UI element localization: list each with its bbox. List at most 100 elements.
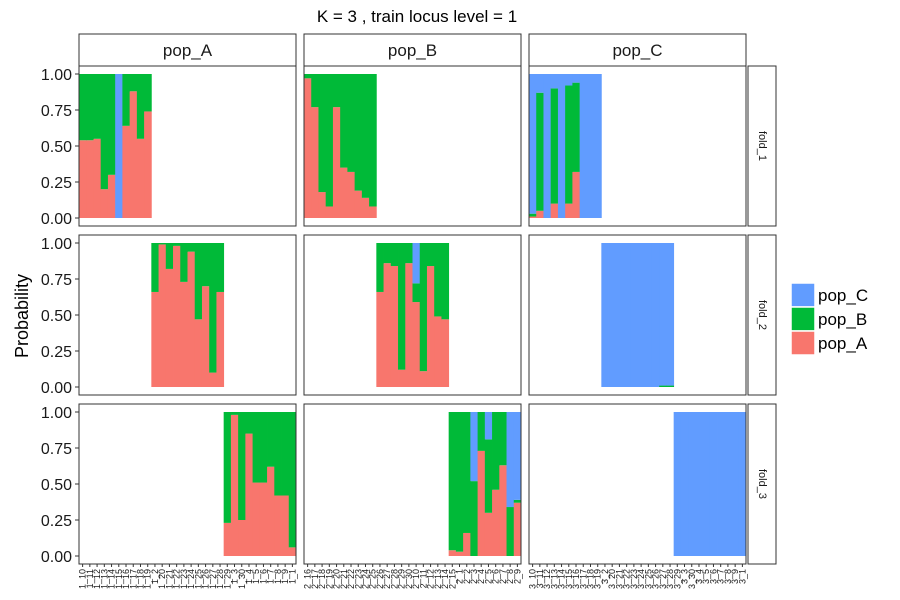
x-tick-label: 3_17 xyxy=(578,569,588,589)
bar-segment-pop_A xyxy=(194,319,203,387)
bar-segment-pop_A xyxy=(340,167,348,218)
bar-segment-pop_C xyxy=(557,74,566,218)
bar-segment-pop_B xyxy=(434,243,442,317)
row-strip-fold_2: fold_2 xyxy=(747,234,777,396)
bar-segment-pop_B xyxy=(144,74,152,112)
bar-segment-pop_A xyxy=(311,107,319,218)
x-tick-label: 3_14 xyxy=(557,569,567,589)
bar-segment-pop_B xyxy=(173,243,181,246)
x-tick-label: 1_14 xyxy=(107,569,117,589)
row-strip-label: fold_3 xyxy=(756,469,768,499)
x-tick-label: 1_2 xyxy=(150,569,160,584)
panel-border xyxy=(303,65,522,227)
bar-segment-pop_C xyxy=(513,412,522,500)
x-tick-label: 1_18 xyxy=(135,569,145,589)
x-tick-label: 2_19 xyxy=(324,569,334,589)
bar-segment-pop_B xyxy=(499,412,507,466)
bar-segment-pop_C xyxy=(680,412,689,556)
x-tick-label: 3_16 xyxy=(571,569,581,589)
panel-border xyxy=(78,403,297,565)
bar-segment-pop_B xyxy=(281,412,290,496)
bar-segment-pop_B xyxy=(390,243,399,267)
y-tick-label: 0.00 xyxy=(41,549,72,566)
x-tick-label: 3_18 xyxy=(585,569,595,589)
bar-segment-pop_C xyxy=(536,74,544,93)
x-tick-label: 2_2 xyxy=(462,569,472,584)
bar-segment-pop_B xyxy=(209,243,217,373)
bar-segment-pop_A xyxy=(369,206,377,218)
bar-segment-pop_C xyxy=(666,243,675,386)
bar-segment-pop_A xyxy=(223,522,232,556)
bar-segment-pop_B xyxy=(484,439,493,513)
x-tick-label: 1_29 xyxy=(222,569,232,589)
bar-segment-pop_B xyxy=(383,243,392,264)
bar-segment-pop_B xyxy=(86,74,94,141)
column-strip-label: pop_C xyxy=(612,41,662,60)
bar-segment-pop_A xyxy=(448,550,457,556)
column-strip-box xyxy=(303,33,522,67)
y-tick-label: 0.25 xyxy=(41,175,72,192)
y-tick-label: 0.50 xyxy=(41,308,72,325)
bar-segment-pop_A xyxy=(412,302,421,387)
bar-segment-pop_B xyxy=(107,74,116,175)
bar-segment-pop_C xyxy=(529,74,537,214)
bar-segment-pop_A xyxy=(79,140,87,218)
row-strip-fold_3: fold_3 xyxy=(747,403,777,565)
bar-segment-pop_A xyxy=(463,532,471,556)
bar-segment-pop_A xyxy=(180,281,188,387)
bar-segment-pop_B xyxy=(325,74,334,207)
row-strip-box xyxy=(747,234,777,396)
bar-segment-pop_C xyxy=(637,243,646,387)
bar-segment-pop_A xyxy=(259,482,268,556)
bar-segment-pop_C xyxy=(651,243,660,387)
bar-segment-pop_A xyxy=(550,203,559,218)
panel-pop_B-fold_2 xyxy=(303,234,522,396)
row-strip-box xyxy=(747,65,777,227)
x-tick-label: 2_14 xyxy=(440,569,450,589)
bar-segment-pop_A xyxy=(361,197,370,218)
bar-segment-pop_A xyxy=(93,138,102,218)
bar-segment-pop_A xyxy=(129,91,138,218)
bar-segment-pop_A xyxy=(187,251,196,387)
x-tick-label: 1_11 xyxy=(85,569,95,588)
x-tick-label: 1_4 xyxy=(244,569,254,584)
bar-segment-pop_B xyxy=(151,243,159,292)
bar-segment-pop_A xyxy=(245,433,253,556)
bar-segment-pop_B xyxy=(100,74,109,190)
legend-item-pop_A: pop_A xyxy=(790,330,868,356)
bar-segment-pop_A xyxy=(252,482,261,556)
x-tick-label: 3_8 xyxy=(723,569,733,584)
facet-panels: pop_A pop_B pop_C fold_1 fold_2 fold_3 0.00 0.2… xyxy=(41,33,777,589)
bar-segment-pop_A xyxy=(144,111,152,218)
x-tick-label: 1_23 xyxy=(179,569,189,589)
bar-segment-pop_A xyxy=(281,495,290,556)
bar-segment-pop_A xyxy=(383,263,392,387)
bar-segment-pop_A xyxy=(209,372,217,387)
bar-segment-pop_A xyxy=(347,171,356,218)
bar-segment-pop_B xyxy=(536,92,544,211)
bar-segment-pop_C xyxy=(601,243,609,387)
x-tick-label: 3_9 xyxy=(730,569,740,584)
bars xyxy=(223,412,297,556)
x-tick-label: 3_29 xyxy=(672,569,682,589)
x-tick-label: 3_28 xyxy=(665,569,675,589)
x-tick-label: 3_6 xyxy=(708,569,718,584)
bar-segment-pop_A xyxy=(151,291,159,387)
bar-segment-pop_B xyxy=(230,412,239,415)
bar-segment-pop_B xyxy=(165,243,174,269)
row-strip-label: fold_1 xyxy=(756,131,768,161)
bar-segment-pop_A xyxy=(492,489,500,556)
bar-segment-pop_C xyxy=(644,243,653,387)
bar-segment-pop_B xyxy=(136,74,145,139)
legend-label: pop_A xyxy=(818,334,868,353)
bar-segment-pop_B xyxy=(288,412,297,548)
bar-segment-pop_A xyxy=(288,547,297,556)
bar-segment-pop_C xyxy=(615,243,624,387)
y-tick-label: 0.25 xyxy=(41,513,72,530)
x-tick-label: 2_3 xyxy=(469,569,479,584)
bar-segment-pop_B xyxy=(354,74,363,191)
bar-segment-pop_B xyxy=(93,74,102,139)
x-tick-label: 2_10 xyxy=(411,569,421,589)
bar-segment-pop_A xyxy=(274,495,282,556)
y-tick-label: 0.50 xyxy=(41,477,72,494)
